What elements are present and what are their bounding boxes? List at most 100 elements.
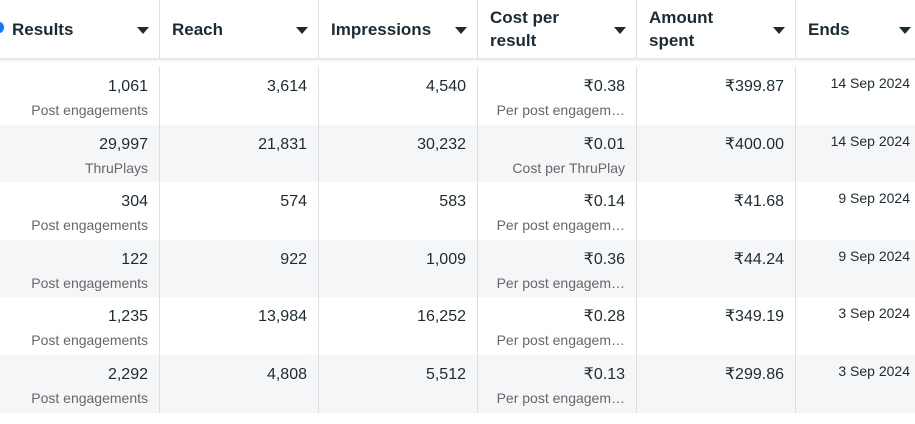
table-cell: 1,009 — [319, 239, 478, 298]
sort-dropdown[interactable] — [296, 27, 308, 34]
header-label: Impressions — [331, 19, 432, 39]
cell-label: ThruPlays — [84, 159, 148, 176]
cell-value: 122 — [121, 250, 148, 268]
table-cell: 16,252 — [319, 297, 478, 355]
table-cell: ₹299.86 — [637, 354, 796, 413]
table-cell: ₹349.19 — [637, 297, 796, 355]
cell-value: 13,984 — [258, 308, 307, 325]
table-cell: 583 — [319, 182, 478, 240]
cell-label: Post engagements — [31, 102, 148, 118]
cell-value: ₹0.38 — [583, 78, 625, 95]
cell-value: ₹0.36 — [583, 250, 625, 268]
sort-dropdown[interactable] — [899, 27, 911, 34]
header-shadow — [0, 58, 915, 62]
column-header[interactable]: Amount spent — [637, 0, 796, 58]
cell-label: Per post engagem… — [496, 274, 625, 291]
table-cell: 574 — [160, 182, 319, 240]
cell-value: 1,009 — [425, 250, 466, 268]
end-date: 3 Sep 2024 — [838, 362, 910, 379]
cell-value: 5,512 — [425, 365, 466, 383]
table-cell: ₹0.13 Per post engagem… — [478, 354, 637, 413]
cell-label: Post engagements — [31, 217, 148, 233]
header-label: Amount spent — [649, 8, 714, 50]
table-cell: 14 Sep 2024 — [796, 67, 915, 125]
cell-value: ₹349.19 — [724, 308, 784, 325]
cell-value: ₹41.68 — [733, 193, 784, 210]
table-cell: 13,984 — [160, 297, 319, 355]
cell-value: ₹0.01 — [583, 135, 625, 153]
cell-value: 4,540 — [425, 78, 466, 95]
table-cell: 922 — [160, 239, 319, 298]
table-cell: 4,808 — [160, 354, 319, 413]
table-cell: ₹0.28 Per post engagem… — [478, 297, 637, 355]
cell-value: 1,061 — [107, 78, 148, 95]
table-row: 304 Post engagements 574 583 ₹0.14 Per post e… — [0, 182, 915, 240]
end-date: 3 Sep 2024 — [838, 305, 910, 321]
table-row: 1,061 Post engagements 3,614 4,540 ₹0.38 Per … — [0, 67, 915, 125]
cell-value: ₹399.87 — [724, 78, 784, 95]
cell-value: 922 — [280, 250, 307, 268]
end-date: 9 Sep 2024 — [838, 190, 910, 206]
header-label: Results — [12, 19, 74, 39]
table-cell: 30,232 — [319, 124, 478, 183]
table-cell: ₹0.01 Cost per ThruPlay — [478, 124, 637, 183]
table-cell: 4,540 — [319, 67, 478, 125]
cell-label: Post engagements — [31, 389, 148, 406]
cell-value: ₹299.86 — [724, 365, 784, 383]
table-cell: 3,614 — [160, 67, 319, 125]
column-header[interactable]: Results — [0, 0, 160, 58]
end-date: 14 Sep 2024 — [830, 75, 910, 91]
table-cell: 3 Sep 2024 — [796, 297, 915, 355]
cell-value: 574 — [280, 193, 307, 210]
table-cell: 3 Sep 2024 — [796, 355, 915, 413]
cell-label: Cost per ThruPlay — [512, 159, 625, 176]
table-cell: ₹0.14 Per post engagem… — [478, 182, 637, 240]
cell-label: Per post engagem… — [496, 102, 625, 118]
table-cell: 9 Sep 2024 — [796, 182, 915, 240]
status-dot — [0, 22, 4, 33]
cell-value: 2,292 — [107, 365, 148, 383]
table-cell: ₹44.24 — [637, 239, 796, 298]
table-cell: 5,512 — [319, 354, 478, 413]
header-label: Reach — [172, 19, 224, 39]
cell-label: Per post engagem… — [496, 389, 625, 406]
end-date: 14 Sep 2024 — [830, 132, 910, 149]
column-header[interactable]: Ends — [796, 0, 915, 58]
table-cell: ₹0.36 Per post engagem… — [478, 239, 637, 298]
cell-label: Post engagements — [31, 332, 148, 348]
cell-value: ₹400.00 — [724, 135, 784, 153]
cell-value: ₹0.14 — [583, 193, 625, 210]
table-cell: 14 Sep 2024 — [796, 125, 915, 183]
table-cell: 2,292 Post engagements — [0, 354, 160, 413]
column-header[interactable]: Impressions — [319, 0, 478, 58]
table-cell: 29,997 ThruPlays — [0, 124, 160, 183]
table-cell: ₹41.68 — [637, 182, 796, 240]
cell-value: 304 — [121, 193, 148, 210]
sort-dropdown[interactable] — [455, 27, 467, 34]
table-cell: 9 Sep 2024 — [796, 240, 915, 298]
cell-value: ₹44.24 — [733, 250, 784, 268]
cell-value: 30,232 — [417, 135, 466, 153]
column-header[interactable]: Reach — [160, 0, 319, 58]
table-row: 122 Post engagements 922 1,009 ₹0.36 Per post… — [0, 239, 915, 298]
cell-value: 3,614 — [266, 78, 307, 95]
header-label: Cost per result — [490, 8, 559, 50]
sort-dropdown[interactable] — [614, 27, 626, 34]
cell-value: 1,235 — [107, 308, 148, 325]
table-cell: 122 Post engagements — [0, 239, 160, 298]
table-cell: ₹399.87 — [637, 67, 796, 125]
cell-value: 4,808 — [266, 365, 307, 383]
sort-dropdown[interactable] — [773, 27, 785, 34]
cell-value: 21,831 — [258, 135, 307, 153]
table-row: 1,235 Post engagements 13,984 16,252 ₹0.28 Pe… — [0, 297, 915, 355]
cell-label: Per post engagem… — [496, 217, 625, 233]
column-header[interactable]: Cost per result — [478, 0, 637, 58]
cell-label: Post engagements — [31, 274, 148, 291]
table-cell: 1,235 Post engagements — [0, 297, 160, 355]
end-date: 9 Sep 2024 — [838, 247, 910, 264]
header-label: Ends — [808, 19, 850, 39]
sort-dropdown[interactable] — [137, 27, 149, 34]
cell-value: 16,252 — [417, 308, 466, 325]
cell-label: Per post engagem… — [496, 332, 625, 348]
